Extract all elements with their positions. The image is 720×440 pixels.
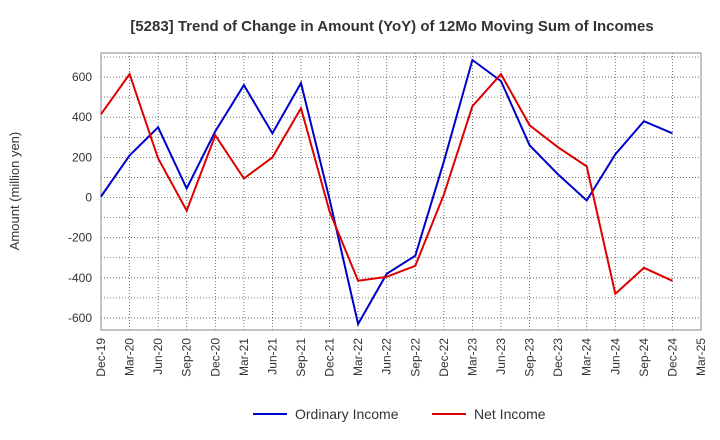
x-tick-label: Jun-24 — [608, 338, 622, 375]
y-tick-label: -200 — [68, 231, 92, 245]
x-tick-label: Mar-24 — [580, 338, 594, 376]
x-tick-label: Sep-20 — [180, 338, 194, 377]
x-tick-label: Sep-22 — [408, 338, 422, 377]
plot-background — [101, 53, 701, 330]
y-tick-label: 400 — [72, 110, 92, 124]
series-line-net-income — [100, 71, 673, 296]
y-tick-label: 600 — [72, 70, 92, 84]
x-tick-label: Jun-20 — [151, 338, 165, 375]
x-tick-label: Mar-23 — [465, 338, 479, 376]
x-tick-label: Jun-21 — [265, 338, 279, 375]
y-tick-label: -600 — [68, 311, 92, 325]
y-axis-label: Amount (million yen) — [7, 132, 22, 251]
x-tick-label: Mar-22 — [351, 338, 365, 376]
series-line-ordinary-income — [100, 58, 673, 327]
x-tick-label: Mar-25 — [694, 338, 708, 376]
x-tick-label: Dec-19 — [94, 338, 108, 377]
legend: Ordinary Income Net Income — [253, 406, 546, 422]
legend-label: Net Income — [474, 406, 546, 422]
x-tick-label: Jun-23 — [494, 338, 508, 375]
x-tick-label: Sep-23 — [523, 338, 537, 377]
x-tick-label: Dec-23 — [551, 338, 565, 377]
x-tick-label: Dec-22 — [437, 338, 451, 377]
x-tick-label: Sep-24 — [637, 338, 651, 377]
y-tick-label: -400 — [68, 271, 92, 285]
x-tick-label: Dec-21 — [323, 338, 337, 377]
x-tick-label: Dec-20 — [208, 338, 222, 377]
y-tick-label: 200 — [72, 150, 92, 164]
legend-label: Ordinary Income — [295, 406, 399, 422]
x-tick-label: Mar-20 — [123, 338, 137, 376]
plot-frame — [100, 52, 702, 331]
y-tick-label: 0 — [85, 191, 92, 205]
x-tick-label: Jun-22 — [380, 338, 394, 375]
x-tick-label: Dec-24 — [665, 338, 679, 377]
chart-title: [5283] Trend of Change in Amount (YoY) o… — [130, 18, 653, 35]
x-tick-label: Sep-21 — [294, 338, 308, 377]
x-tick-label: Mar-21 — [237, 338, 251, 376]
